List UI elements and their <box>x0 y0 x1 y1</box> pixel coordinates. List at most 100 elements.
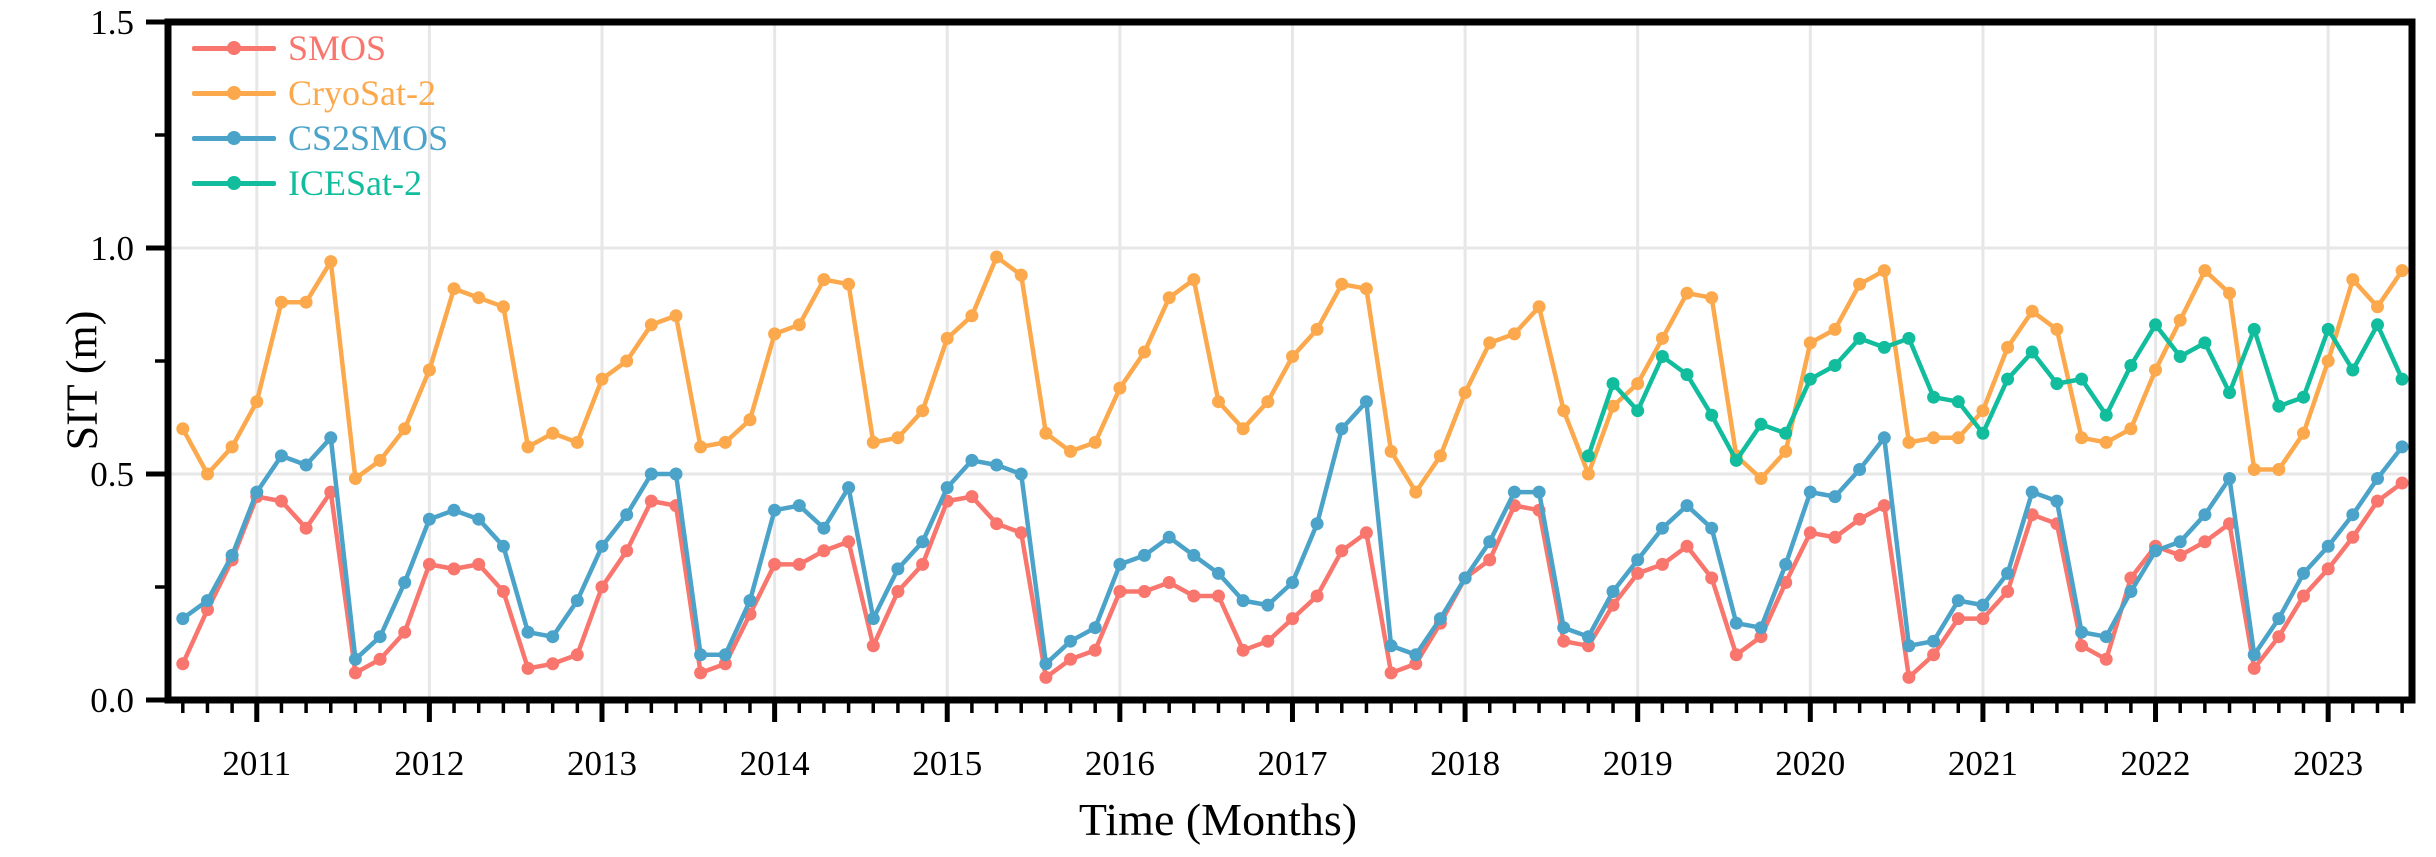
data-point <box>373 453 387 467</box>
cs2smos-line-marker-icon <box>192 120 276 156</box>
data-point <box>521 661 535 675</box>
data-point <box>718 657 732 671</box>
data-point <box>2346 530 2360 544</box>
data-point <box>2247 648 2261 662</box>
data-point <box>1976 598 1990 612</box>
data-point <box>694 440 708 454</box>
data-point <box>2247 661 2261 675</box>
data-point <box>1853 277 1867 291</box>
data-point <box>2050 322 2064 336</box>
data-point <box>891 585 905 598</box>
data-point <box>2223 472 2236 485</box>
data-point <box>1557 634 1571 648</box>
data-point <box>1433 449 1447 463</box>
data-point <box>620 354 634 368</box>
data-point <box>1187 589 1201 603</box>
data-point <box>2272 612 2286 626</box>
data-point <box>1310 322 1324 336</box>
data-point <box>1261 598 1275 612</box>
data-point <box>768 503 782 517</box>
data-point <box>496 585 510 598</box>
data-point <box>176 657 190 671</box>
data-point <box>2173 548 2187 562</box>
data-point <box>1902 435 1916 449</box>
data-point <box>1483 336 1497 350</box>
data-point <box>1680 286 1694 300</box>
axis-ticks <box>146 19 2404 722</box>
data-point <box>1631 553 1645 567</box>
data-point <box>1853 331 1867 345</box>
data-point <box>1927 634 1941 648</box>
data-point <box>2050 494 2064 508</box>
data-point <box>2173 350 2187 363</box>
data-point <box>1779 426 1793 440</box>
data-point <box>2001 585 2015 598</box>
data-point <box>1680 539 1694 553</box>
x-tick-label: 2016 <box>1085 744 1155 783</box>
data-point <box>1286 576 1299 589</box>
data-point <box>2075 372 2089 386</box>
data-point <box>1951 594 1965 608</box>
data-point <box>718 648 732 662</box>
data-point <box>472 512 486 526</box>
data-point <box>447 282 461 296</box>
data-point <box>1212 395 1225 409</box>
data-point <box>1877 340 1891 354</box>
data-point <box>1236 643 1250 657</box>
data-point <box>1828 359 1842 372</box>
data-point <box>225 548 239 562</box>
data-point <box>2395 440 2409 454</box>
data-point <box>768 557 782 571</box>
data-point <box>2075 625 2089 639</box>
data-point <box>1014 467 1028 481</box>
data-point <box>2321 539 2335 553</box>
data-point <box>817 521 831 535</box>
data-point <box>1236 594 1250 608</box>
data-point <box>1384 639 1398 653</box>
y-tick-label: 1.5 <box>90 3 134 42</box>
data-point <box>866 612 880 626</box>
data-point <box>324 431 338 445</box>
data-point <box>250 485 264 499</box>
data-point <box>1261 395 1275 409</box>
data-point <box>1088 621 1102 635</box>
data-point <box>842 481 856 495</box>
data-point <box>546 630 560 644</box>
data-point <box>842 535 856 549</box>
data-point <box>1927 390 1941 404</box>
data-point <box>1458 386 1472 400</box>
series-line-cs2smos <box>176 395 2409 671</box>
data-point <box>1113 585 1127 598</box>
data-point <box>1236 422 1250 436</box>
data-point <box>2395 264 2409 278</box>
icesat2-line-marker-icon <box>192 165 276 201</box>
data-point <box>2272 399 2286 413</box>
data-point <box>2395 372 2409 386</box>
data-point <box>1705 521 1719 535</box>
data-point <box>2149 544 2162 558</box>
polyline <box>1586 322 2405 463</box>
data-point <box>1162 291 1176 305</box>
data-point <box>620 544 634 558</box>
data-point <box>1483 553 1497 567</box>
data-point <box>1853 512 1867 526</box>
data-point <box>1705 291 1719 305</box>
data-point <box>2223 286 2236 300</box>
data-point <box>1088 435 1102 449</box>
data-point <box>2075 431 2089 445</box>
data-point <box>916 535 930 549</box>
data-point <box>2124 585 2138 598</box>
data-point <box>225 440 239 454</box>
plot-frame <box>164 18 2416 704</box>
y-tick-label: 0.5 <box>90 455 134 494</box>
data-point <box>1187 548 1201 562</box>
data-point <box>644 318 658 332</box>
data-point <box>521 440 535 454</box>
data-point <box>2272 463 2286 476</box>
data-point <box>866 639 880 653</box>
x-tick-label: 2013 <box>567 744 637 783</box>
data-point <box>324 485 338 499</box>
data-point <box>472 557 486 571</box>
